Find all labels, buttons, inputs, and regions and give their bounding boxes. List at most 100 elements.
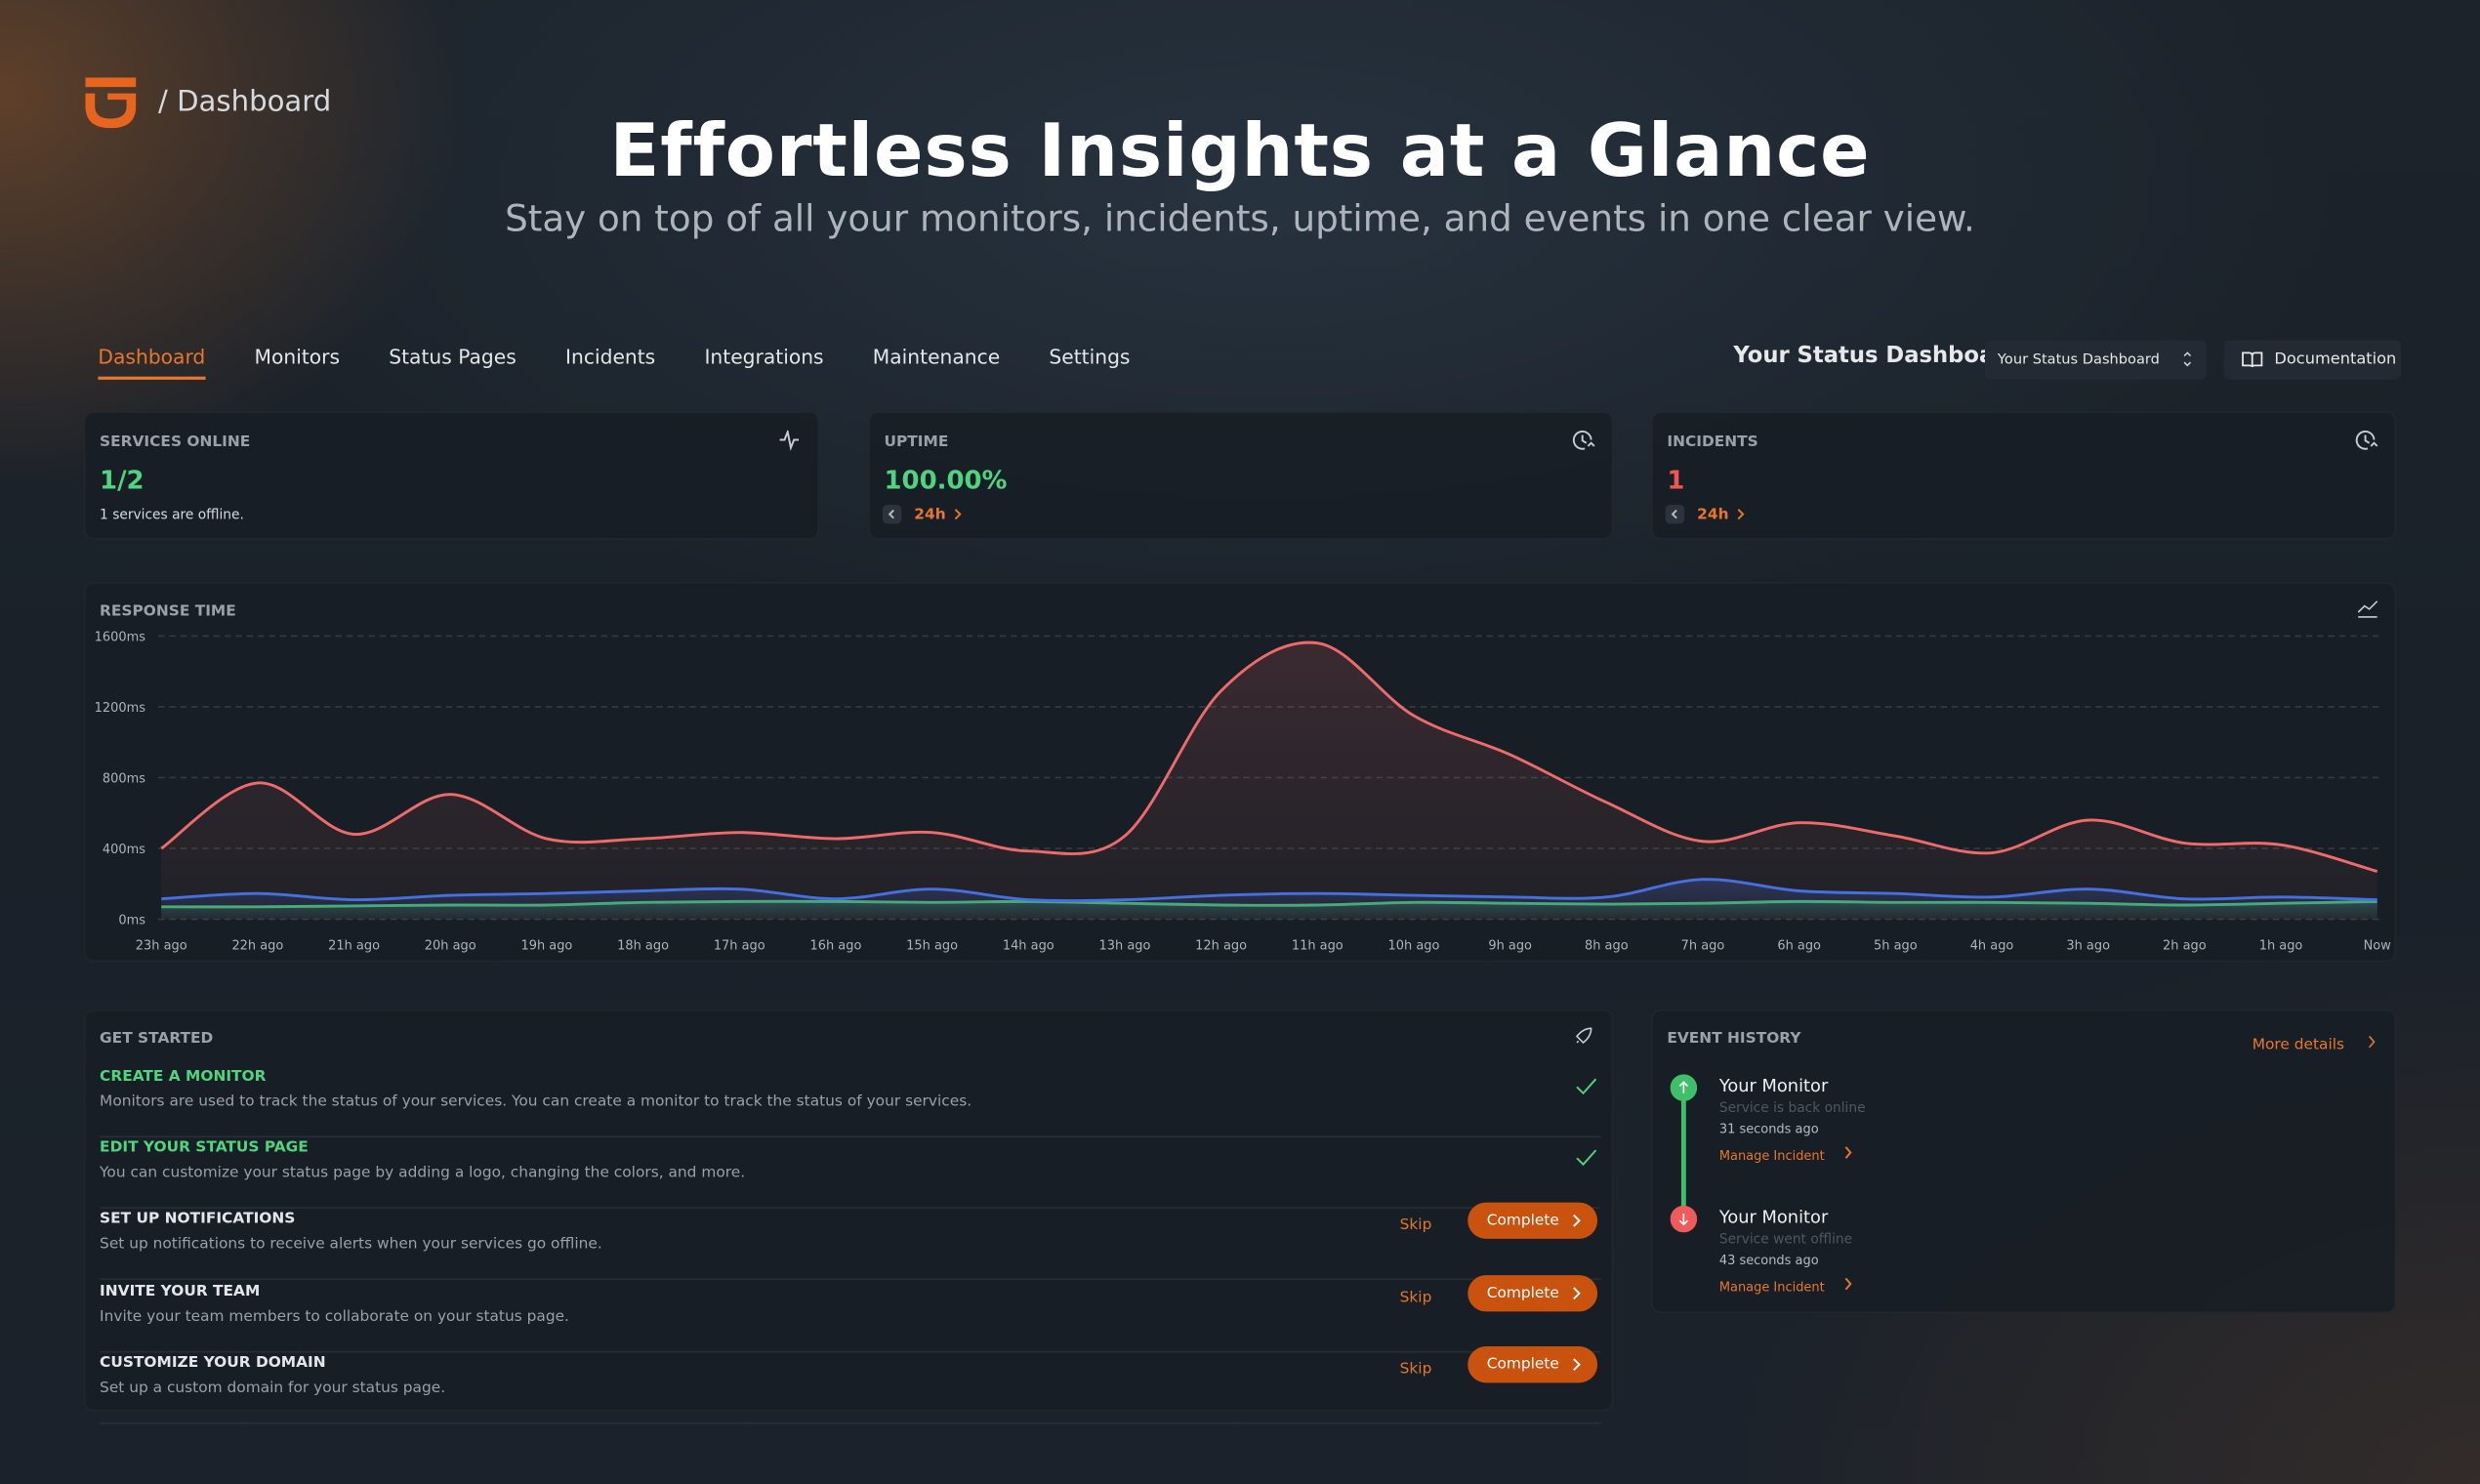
x-tick-label: 7h ago [1681, 938, 1725, 953]
breadcrumb[interactable]: / Dashboard [157, 85, 332, 119]
x-tick-label: 4h ago [1970, 938, 2014, 953]
x-tick-label: 5h ago [1874, 938, 1918, 953]
event-status: Service is back online [1718, 1100, 1866, 1118]
complete-text: Complete [1486, 1284, 1559, 1302]
dot-arrow [1678, 1081, 1689, 1093]
complete-button[interactable]: Complete [1467, 1345, 1598, 1382]
icon-path [1576, 1078, 1597, 1095]
card-title: SERVICES ONLINE [100, 433, 251, 451]
check-icon [1576, 1149, 1597, 1167]
icon-path [1573, 1286, 1581, 1299]
task-row: SET UP NOTIFICATIONS Set up notifications… [100, 1203, 1601, 1281]
panel-title: EVENT HISTORY [1667, 1029, 1801, 1048]
nav-tab[interactable]: Maintenance [872, 345, 1001, 369]
event: Your Monitor Service is back online 31 sec… [1719, 1076, 1866, 1163]
x-tick-label: 8h ago [1585, 938, 1629, 953]
dashboard-select[interactable]: Your Status Dashboard [1984, 340, 2207, 380]
card-title: INCIDENTS [1667, 433, 1758, 451]
manage-text: Manage Incident [1718, 1279, 1825, 1295]
event-history-panel: EVENT HISTORY More details Your Monitor S… [1651, 1009, 2397, 1314]
period-next[interactable] [1729, 505, 1752, 523]
nav-tab[interactable]: Settings [1049, 345, 1131, 369]
x-tick-label: 10h ago [1388, 938, 1440, 953]
period-label: 24h [914, 505, 946, 523]
x-tick-label: 3h ago [2066, 938, 2110, 953]
x-tick-label: 6h ago [1777, 938, 1821, 953]
more-details-text: More details [2252, 1036, 2345, 1054]
task-row: CUSTOMIZE YOUR DOMAIN Set up a custom dom… [100, 1345, 1601, 1424]
period-prev[interactable] [882, 504, 902, 524]
nav-tab[interactable]: Dashboard [98, 345, 206, 380]
skip-button[interactable]: Skip [1399, 1360, 1432, 1379]
complete-button[interactable]: Complete [1467, 1203, 1598, 1240]
task-row: EDIT YOUR STATUS PAGE You can customize y… [100, 1136, 1601, 1210]
nav-tab[interactable]: Integrations [704, 345, 824, 369]
x-tick-label: 23h ago [136, 938, 187, 953]
x-tick-label: Now [2364, 938, 2392, 953]
nav-tab[interactable]: Status Pages [389, 345, 517, 369]
card-title: UPTIME [884, 433, 949, 451]
y-tick-label: 1200ms [95, 701, 146, 716]
complete-button[interactable]: Complete [1467, 1274, 1598, 1311]
card-value: 100.00% [884, 465, 1008, 496]
rocket-icon [1575, 1027, 1592, 1044]
x-tick-label: 11h ago [1292, 938, 1343, 953]
check-icon [1576, 1078, 1597, 1095]
logo[interactable] [85, 77, 137, 129]
x-tick-label: 17h ago [714, 938, 765, 953]
nav-tab[interactable]: Monitors [254, 345, 341, 369]
get-started-panel: GET STARTED CREATE A MONITOR Monitors are… [83, 1009, 1614, 1424]
y-tick-label: 400ms [103, 843, 145, 857]
y-tick-label: 1600ms [95, 630, 146, 644]
x-tick-label: 1h ago [2259, 938, 2303, 953]
event-monitor: Your Monitor [1718, 1207, 1829, 1228]
chevron-left [888, 509, 894, 519]
icon-path [1572, 431, 1595, 450]
chevron-left [1671, 509, 1677, 519]
icon-path [1671, 509, 1677, 519]
period-next[interactable] [946, 505, 969, 523]
event-time: 43 seconds ago [1718, 1253, 1819, 1268]
nav-tab[interactable]: Incidents [565, 345, 656, 369]
card-icon [2355, 431, 2378, 450]
x-tick-label: 14h ago [1003, 938, 1054, 953]
event-monitor: Your Monitor [1718, 1075, 1829, 1097]
period-switch: 24h [1665, 504, 1752, 524]
x-tick-label: 12h ago [1195, 938, 1247, 953]
task-title: SET UP NOTIFICATIONS [100, 1211, 296, 1229]
period-label: 24h [1697, 505, 1729, 523]
task-description: Set up a custom domain for your status p… [100, 1379, 446, 1397]
documentation-text: Documentation [2274, 350, 2397, 369]
task-title: CREATE A MONITOR [100, 1067, 267, 1086]
icon-path [1844, 1277, 1851, 1291]
chevron [1573, 1286, 1581, 1299]
skip-button[interactable]: Skip [1399, 1289, 1432, 1306]
more-details-link[interactable]: More details [2253, 1035, 2377, 1053]
chart-icon[interactable] [2357, 599, 2379, 618]
documentation-button[interactable]: Documentation [2223, 340, 2402, 380]
icon-path [888, 509, 894, 519]
x-tick-label: 15h ago [906, 938, 958, 953]
icon-path [779, 430, 800, 451]
y-tick-label: 800ms [103, 771, 145, 786]
manage-link[interactable]: Manage Incident [1719, 1277, 1853, 1295]
hero-subtitle: Stay on top of all your monitors, incide… [505, 199, 1975, 241]
timeline-line [1680, 1090, 1686, 1220]
x-tick-label: 21h ago [328, 938, 380, 953]
hero-title: Effortless Insights at a Glance [609, 107, 1871, 193]
chevron [2369, 1035, 2376, 1049]
dashboard-label: Your Status Dashboard [1733, 343, 2021, 369]
complete-text: Complete [1486, 1355, 1559, 1374]
task-row: CREATE A MONITOR Monitors are used to tra… [100, 1065, 1601, 1138]
card-icon [779, 430, 800, 451]
task-title: INVITE YOUR TEAM [100, 1282, 261, 1300]
book-icon [2242, 351, 2263, 368]
skip-button[interactable]: Skip [1399, 1216, 1432, 1235]
task-description: Monitors are used to track the status of… [100, 1092, 972, 1111]
manage-link[interactable]: Manage Incident [1719, 1145, 1866, 1163]
task-description: You can customize your status page by ad… [100, 1164, 746, 1182]
period-prev[interactable] [1665, 504, 1685, 524]
